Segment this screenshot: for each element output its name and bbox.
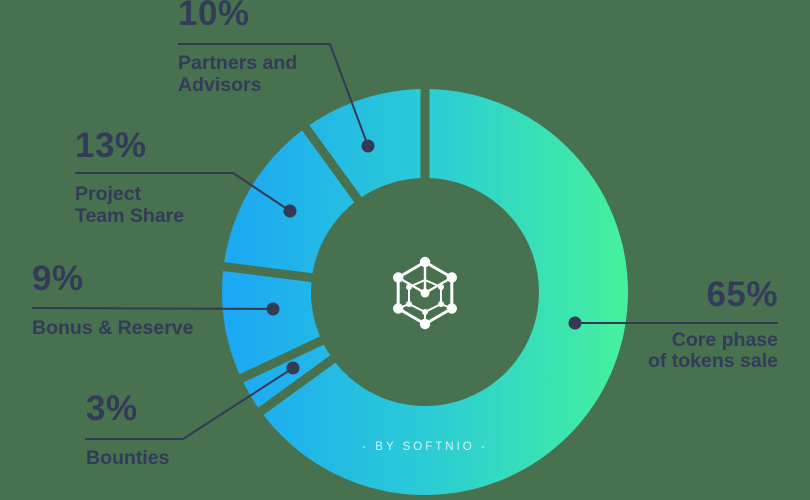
callout-dot-partners <box>361 139 375 153</box>
segment-separator <box>211 260 325 284</box>
leader-lines <box>31 43 778 440</box>
segment-separator <box>248 348 346 423</box>
segment-separator <box>294 115 369 213</box>
callout-label-line: Bonus & Reserve <box>32 317 194 339</box>
callout-label-line: Core phase <box>671 329 778 351</box>
percent-value: 13% <box>75 126 147 165</box>
callout-bonus-reserve: 9% Bonus & Reserve <box>32 261 193 339</box>
callout-label-line: of tokens sale <box>647 350 778 372</box>
callout-dot-team <box>283 204 297 218</box>
callout-label-line: Advisors <box>178 74 262 96</box>
callout-project-team-share: 13% Project Team Share <box>75 128 184 227</box>
segment-separator <box>228 331 335 388</box>
callout-core-phase: 65% Core phase of tokens sale <box>528 277 778 372</box>
callout-dots <box>266 139 582 375</box>
leader-line-team <box>75 172 291 212</box>
callout-dot-core <box>568 316 582 330</box>
callout-label: Bonus & Reserve <box>32 317 193 339</box>
leader-line-bonus <box>31 307 274 310</box>
percent-value: 65% <box>706 275 778 314</box>
callout-label-line: Bounties <box>86 447 170 469</box>
callout-label-line: Team Share <box>75 205 185 227</box>
callout-label: Bounties <box>86 447 169 469</box>
callout-dot-bonus <box>266 302 280 316</box>
byline-text: - BY SOFTNIO - <box>362 441 488 453</box>
callout-partners-and-advisors: 10% Partners and Advisors <box>178 0 297 96</box>
callout-label: Project Team Share <box>75 183 184 227</box>
leader-line-partners <box>178 43 369 147</box>
hexagon-network-logo-icon <box>393 256 457 330</box>
callout-dot-bounties <box>286 361 300 375</box>
callout-label-line: Partners and <box>178 52 298 74</box>
callout-bounties: 3% Bounties <box>86 391 169 469</box>
segment-separators <box>211 77 430 423</box>
percent-value: 10% <box>178 0 250 33</box>
percent-value: 9% <box>32 259 84 298</box>
percent-value: 3% <box>86 389 138 428</box>
callout-label-line: Project <box>75 183 142 205</box>
callout-label: Partners and Advisors <box>178 52 297 96</box>
leader-line-bounties <box>85 367 294 440</box>
callout-label: Core phase of tokens sale <box>528 330 778 372</box>
